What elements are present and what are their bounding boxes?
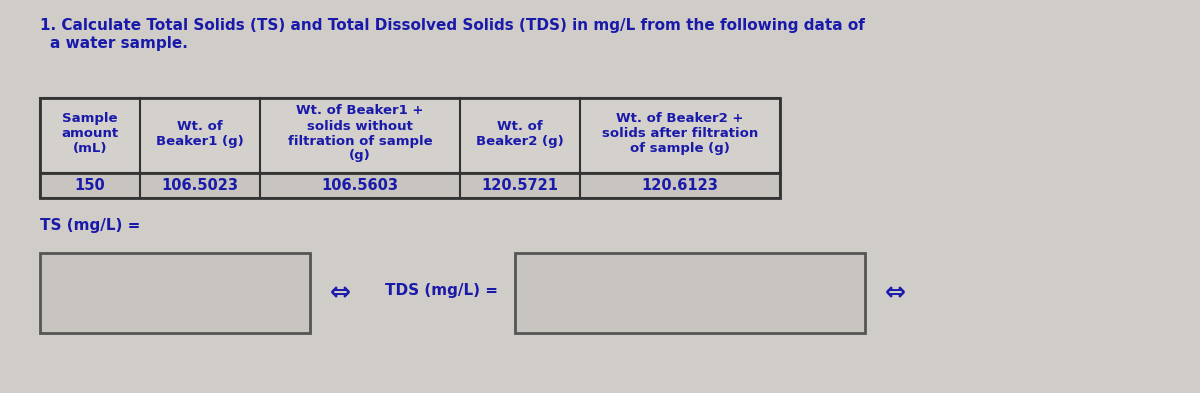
Text: 120.6123: 120.6123 [642, 178, 719, 193]
Text: Wt. of Beaker2 +
solids after filtration
of sample (g): Wt. of Beaker2 + solids after filtration… [602, 112, 758, 155]
Bar [40, 173, 780, 198]
Text: 106.5023: 106.5023 [162, 178, 239, 193]
Text: TS (mg/L) =: TS (mg/L) = [40, 218, 140, 233]
Bar [515, 253, 865, 333]
Text: 106.5603: 106.5603 [322, 178, 398, 193]
Text: Wt. of Beaker1 +
solids without
filtration of sample
(g): Wt. of Beaker1 + solids without filtrati… [288, 105, 432, 162]
Bar [40, 98, 780, 173]
Text: 150: 150 [74, 178, 106, 193]
Bar [40, 98, 780, 198]
Text: Sample
amount
(mL): Sample amount (mL) [61, 112, 119, 155]
Text: a water sample.: a water sample. [50, 36, 188, 51]
Text: 120.5721: 120.5721 [481, 178, 558, 193]
Text: ⇔: ⇔ [884, 281, 906, 305]
Text: Wt. of
Beaker1 (g): Wt. of Beaker1 (g) [156, 119, 244, 147]
Text: TDS (mg/L) =: TDS (mg/L) = [385, 283, 498, 299]
Text: Wt. of
Beaker2 (g): Wt. of Beaker2 (g) [476, 119, 564, 147]
Bar [40, 253, 310, 333]
Text: 1. Calculate Total Solids (TS) and Total Dissolved Solids (TDS) in mg/L from the: 1. Calculate Total Solids (TS) and Total… [40, 18, 865, 33]
Text: ⇔: ⇔ [330, 281, 350, 305]
